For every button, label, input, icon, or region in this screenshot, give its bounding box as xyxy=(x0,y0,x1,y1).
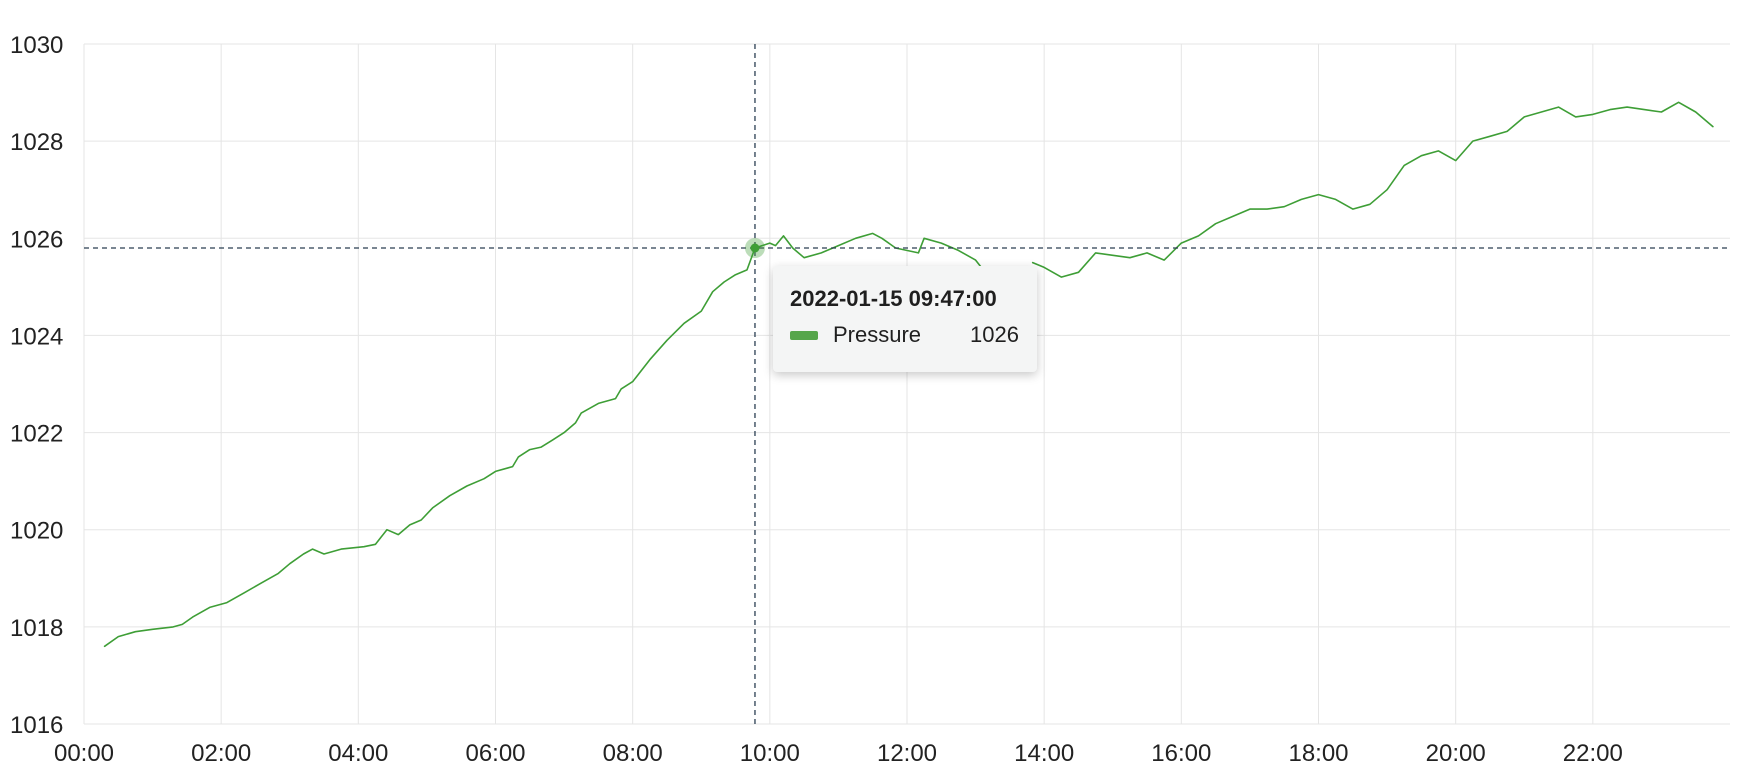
y-tick-label: 1028 xyxy=(10,129,63,156)
x-tick-label: 20:00 xyxy=(1426,740,1486,767)
x-tick-label: 12:00 xyxy=(877,740,937,767)
y-tick-label: 1018 xyxy=(10,615,63,642)
grid-lines xyxy=(83,43,1730,725)
x-tick-label: 06:00 xyxy=(465,740,525,767)
tooltip-timestamp: 2022-01-15 09:47:00 xyxy=(790,286,997,311)
series-line-pressure xyxy=(1031,101,1714,278)
y-tick-label: 1024 xyxy=(10,323,63,350)
y-tick-label: 1026 xyxy=(10,226,63,253)
tooltip-series-name: Pressure xyxy=(833,322,922,347)
y-tick-label: 1016 xyxy=(10,712,63,739)
x-tick-label: 22:00 xyxy=(1563,740,1623,767)
tooltip-series-row: Pressure 1026 xyxy=(790,322,1019,348)
x-tick-label: 02:00 xyxy=(191,740,251,767)
x-tick-label: 10:00 xyxy=(740,740,800,767)
x-axis-tick-labels: 00:00 02:00 04:00 06:00 08:00 10:00 12:00 14:00… xyxy=(54,740,1623,767)
series-color-swatch xyxy=(790,330,818,340)
tooltip-value: 1026 xyxy=(970,322,1019,347)
y-tick-label: 1030 xyxy=(10,32,63,59)
crosshair xyxy=(84,44,1730,724)
x-tick-label: 08:00 xyxy=(603,740,663,767)
x-tick-label: 00:00 xyxy=(54,740,114,767)
x-tick-label: 14:00 xyxy=(1014,740,1074,767)
x-tick-label: 18:00 xyxy=(1288,740,1348,767)
x-tick-label: 16:00 xyxy=(1151,740,1211,767)
y-axis-tick-labels: 1016 1018 1020 1022 1024 1026 1028 1030 xyxy=(10,32,63,739)
y-tick-label: 1022 xyxy=(10,421,63,448)
series-line-pressure xyxy=(103,232,983,648)
y-tick-label: 1020 xyxy=(10,518,63,545)
x-tick-label: 04:00 xyxy=(328,740,388,767)
tooltip: 2022-01-15 09:47:00 Pressure 1026 xyxy=(773,266,1037,372)
series-layer xyxy=(103,101,1714,648)
hover-point xyxy=(750,243,760,253)
